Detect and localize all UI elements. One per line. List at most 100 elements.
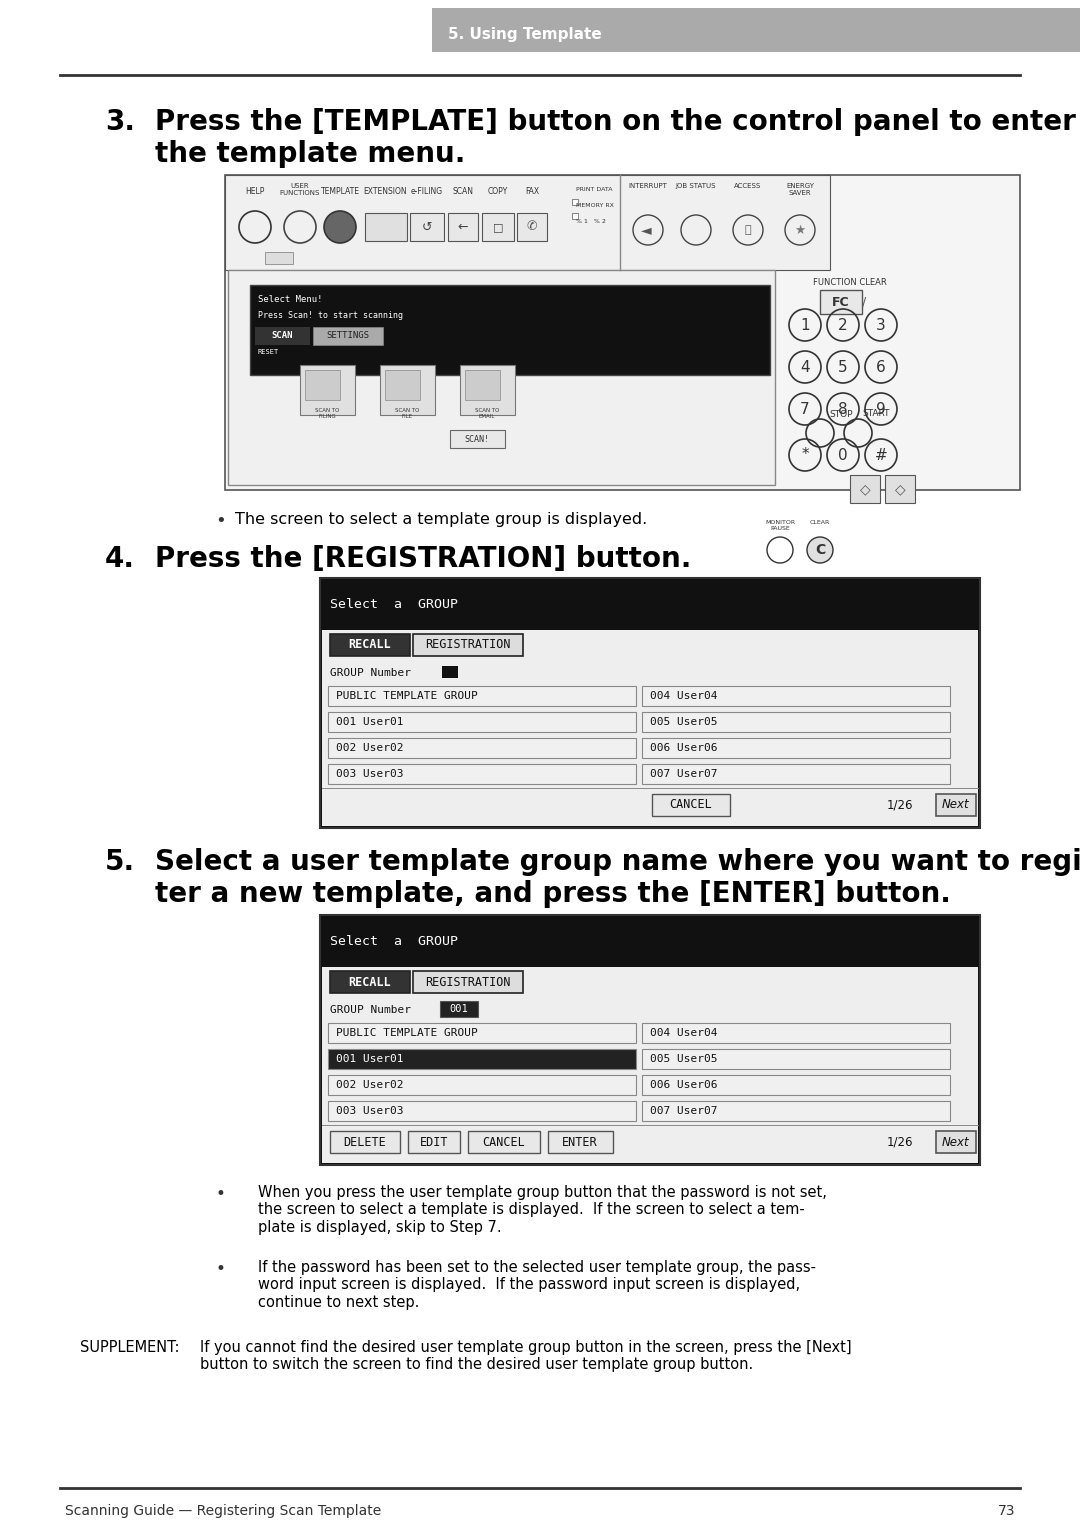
Bar — [885, 475, 915, 504]
Text: 6: 6 — [876, 360, 886, 374]
Text: EDIT: EDIT — [420, 1135, 448, 1149]
Text: ◄: ◄ — [640, 223, 651, 237]
Text: % 1   % 2: % 1 % 2 — [576, 220, 606, 224]
Text: ✆: ✆ — [527, 220, 537, 233]
Text: REGISTRATION: REGISTRATION — [426, 975, 511, 989]
Text: ◇: ◇ — [860, 482, 870, 496]
Text: INTERRUPT: INTERRUPT — [629, 183, 667, 189]
Text: 0: 0 — [838, 447, 848, 462]
Bar — [328, 1048, 636, 1070]
Text: START: START — [862, 409, 890, 418]
Text: CLEAR: CLEAR — [810, 520, 831, 525]
Bar — [228, 270, 775, 485]
Text: ter a new template, and press the [ENTER] button.: ter a new template, and press the [ENTER… — [156, 881, 950, 908]
Bar — [322, 967, 978, 1163]
Text: 73: 73 — [998, 1505, 1015, 1518]
Bar — [413, 633, 523, 656]
Bar — [255, 327, 310, 345]
Text: RESET: RESET — [258, 349, 280, 356]
Bar — [572, 214, 578, 220]
Text: 3.: 3. — [105, 108, 135, 136]
Text: COPY: COPY — [488, 188, 508, 195]
Text: 007 User07: 007 User07 — [650, 1106, 717, 1116]
Text: SCAN!: SCAN! — [464, 435, 489, 444]
Text: 5. Using Template: 5. Using Template — [448, 26, 602, 41]
Text: USER
FUNCTIONS: USER FUNCTIONS — [280, 183, 320, 195]
Text: The screen to select a template group is displayed.: The screen to select a template group is… — [235, 513, 647, 526]
Circle shape — [807, 537, 833, 563]
Text: SUPPLEMENT:: SUPPLEMENT: — [80, 1340, 179, 1355]
Text: Select  a  GROUP: Select a GROUP — [330, 935, 458, 948]
Bar — [410, 214, 444, 241]
Bar — [652, 794, 730, 816]
Text: JOB STATUS: JOB STATUS — [676, 183, 716, 189]
Text: 3: 3 — [876, 317, 886, 333]
Text: 006 User06: 006 User06 — [650, 743, 717, 752]
Bar — [440, 1001, 478, 1016]
Bar — [300, 365, 355, 415]
Text: TEMPLATE: TEMPLATE — [321, 188, 360, 195]
Text: Next: Next — [942, 798, 970, 812]
Bar — [249, 285, 770, 375]
Text: the template menu.: the template menu. — [156, 140, 465, 168]
Text: Press the [REGISTRATION] button.: Press the [REGISTRATION] button. — [156, 545, 691, 572]
Text: STOP: STOP — [829, 410, 853, 420]
Bar — [548, 1131, 613, 1154]
Text: 002 User02: 002 User02 — [336, 1080, 404, 1090]
Text: 005 User05: 005 User05 — [650, 1054, 717, 1064]
Text: PUBLIC TEMPLATE GROUP: PUBLIC TEMPLATE GROUP — [336, 691, 477, 700]
Bar — [328, 739, 636, 758]
Text: CANCEL: CANCEL — [483, 1135, 525, 1149]
Text: 001 User01: 001 User01 — [336, 717, 404, 726]
Bar — [468, 1131, 540, 1154]
Bar — [320, 578, 980, 829]
Bar — [642, 765, 950, 784]
Bar — [328, 1022, 636, 1042]
Text: ★: ★ — [795, 223, 806, 237]
Text: #: # — [875, 447, 888, 462]
Text: *: * — [801, 447, 809, 462]
Text: 003 User03: 003 User03 — [336, 1106, 404, 1116]
Text: 4: 4 — [800, 360, 810, 374]
Text: MEMORY RX: MEMORY RX — [576, 203, 613, 208]
Text: 001 User01: 001 User01 — [336, 1054, 404, 1064]
Text: HELP: HELP — [245, 188, 265, 195]
Bar — [225, 175, 831, 270]
Bar — [448, 214, 478, 241]
Bar — [642, 739, 950, 758]
Text: ENTER: ENTER — [563, 1135, 598, 1149]
Bar — [225, 175, 1020, 490]
Text: ←: ← — [458, 220, 469, 233]
Bar — [642, 713, 950, 732]
Bar — [432, 8, 1080, 52]
Text: SCAN: SCAN — [271, 331, 293, 340]
Text: 9: 9 — [876, 401, 886, 417]
Text: FAX: FAX — [525, 188, 539, 195]
Text: •: • — [215, 513, 226, 530]
Text: e-FILING: e-FILING — [410, 188, 443, 195]
Text: 5.: 5. — [105, 848, 135, 876]
Text: Select  a  GROUP: Select a GROUP — [330, 598, 458, 610]
Text: 005 User05: 005 User05 — [650, 717, 717, 726]
Text: RECALL: RECALL — [349, 975, 391, 989]
Text: SCAN TO
FILE: SCAN TO FILE — [395, 407, 419, 418]
Bar — [305, 369, 340, 400]
Bar — [517, 214, 546, 241]
Bar — [450, 430, 505, 449]
Text: GROUP Number: GROUP Number — [330, 668, 411, 678]
Text: FUNCTION CLEAR: FUNCTION CLEAR — [813, 278, 887, 287]
Bar — [413, 971, 523, 993]
Bar — [265, 252, 293, 264]
Text: EXTENSION: EXTENSION — [363, 188, 407, 195]
Bar — [408, 1131, 460, 1154]
Text: ↺: ↺ — [422, 220, 432, 233]
Text: 002 User02: 002 User02 — [336, 743, 404, 752]
Text: 004 User04: 004 User04 — [650, 691, 717, 700]
Bar — [482, 214, 514, 241]
Text: ◇: ◇ — [894, 482, 905, 496]
Text: REGISTRATION: REGISTRATION — [426, 638, 511, 652]
Bar — [320, 916, 980, 1164]
Bar — [380, 365, 435, 415]
Bar — [330, 633, 410, 656]
Bar — [313, 327, 383, 345]
